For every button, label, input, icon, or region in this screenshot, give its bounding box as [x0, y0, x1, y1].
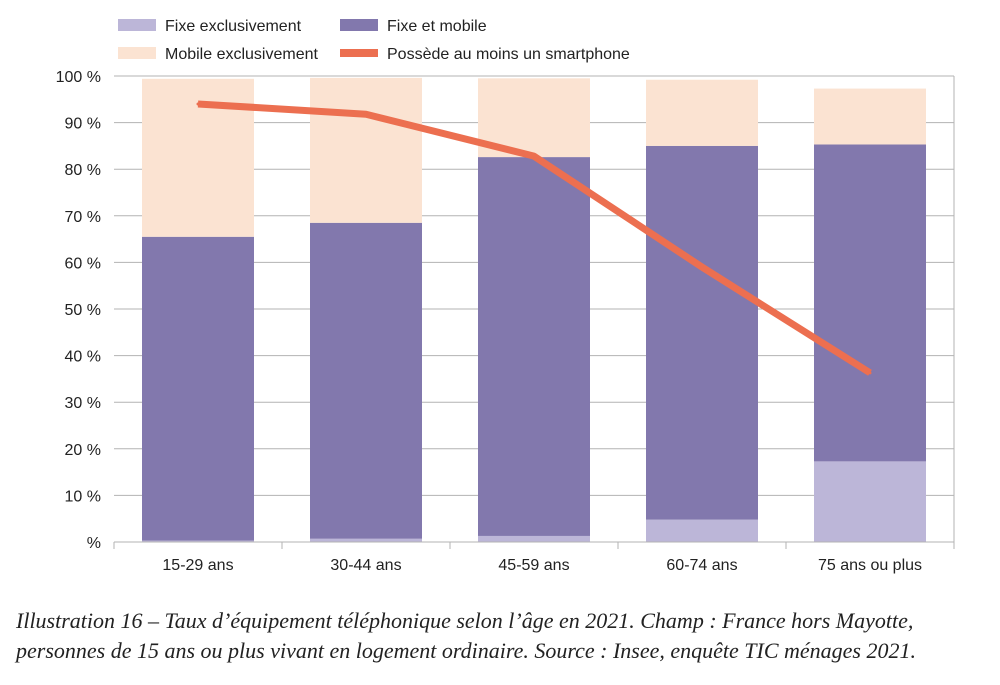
chart: Fixe exclusivement Fixe et mobile Mobile…: [56, 18, 955, 574]
legend: Fixe exclusivement Fixe et mobile Mobile…: [118, 18, 630, 63]
legend-label-mobile-exclusivement: Mobile exclusivement: [165, 46, 319, 63]
bar-fixe-et-mobile-3: [478, 157, 590, 536]
y-tick-label: 20 %: [65, 442, 101, 459]
smartphone-line-layer: [196, 100, 872, 376]
y-tick-label: 10 %: [65, 488, 101, 505]
legend-swatch-smartphone: [340, 49, 378, 57]
x-tick-label: 75 ans ou plus: [818, 557, 922, 574]
bar-fixe-et-mobile-5: [814, 144, 926, 462]
x-tick-label: 15-29 ans: [162, 557, 233, 574]
bar-fixe-exclusivement-2: [310, 538, 422, 542]
legend-swatch-fixe-exclusivement: [118, 19, 156, 31]
legend-label-fixe-exclusivement: Fixe exclusivement: [165, 18, 302, 35]
smartphone-point: [196, 102, 200, 106]
x-tick-label: 30-44 ans: [330, 557, 401, 574]
bars: [142, 77, 926, 542]
smartphone-point: [868, 371, 872, 375]
bar-fixe-exclusivement-3: [478, 535, 590, 542]
legend-label-fixe-et-mobile: Fixe et mobile: [387, 18, 487, 35]
bar-mobile-exclusivement-5: [814, 88, 926, 145]
y-tick-label: 100 %: [56, 69, 101, 86]
smartphone-point: [532, 154, 536, 158]
y-tick-label: 30 %: [65, 395, 101, 412]
bar-mobile-exclusivement-4: [646, 79, 758, 146]
figure-caption: Illustration 16 – Taux d’équipement télé…: [16, 608, 916, 663]
y-tick-label: 70 %: [65, 209, 101, 226]
y-tick-label: 50 %: [65, 302, 101, 319]
x-tick-label: 60-74 ans: [666, 557, 737, 574]
bar-mobile-exclusivement-2: [310, 77, 422, 223]
smartphone-point: [700, 265, 704, 269]
bar-fixe-exclusivement-5: [814, 461, 926, 542]
y-tick-label: 40 %: [65, 349, 101, 366]
x-tick-label: 45-59 ans: [498, 557, 569, 574]
smartphone-point: [364, 112, 368, 116]
y-tick-label: %: [87, 535, 101, 552]
bar-fixe-et-mobile-4: [646, 145, 758, 520]
axes: % 10 % 20 % 30 % 40 % 50 % 60 % 70 % 80 % 90 % 100…: [56, 69, 955, 574]
y-tick-label: 90 %: [65, 116, 101, 133]
legend-label-smartphone: Possède au moins un smartphone: [387, 46, 630, 63]
bar-fixe-et-mobile-1: [142, 236, 254, 541]
bar-fixe-exclusivement-4: [646, 519, 758, 542]
bar-fixe-et-mobile-2: [310, 222, 422, 539]
y-tick-label: 60 %: [65, 255, 101, 272]
legend-swatch-fixe-et-mobile: [340, 19, 378, 31]
bar-fixe-exclusivement-1: [142, 540, 254, 542]
y-tick-label: 80 %: [65, 162, 101, 179]
legend-swatch-mobile-exclusivement: [118, 47, 156, 59]
